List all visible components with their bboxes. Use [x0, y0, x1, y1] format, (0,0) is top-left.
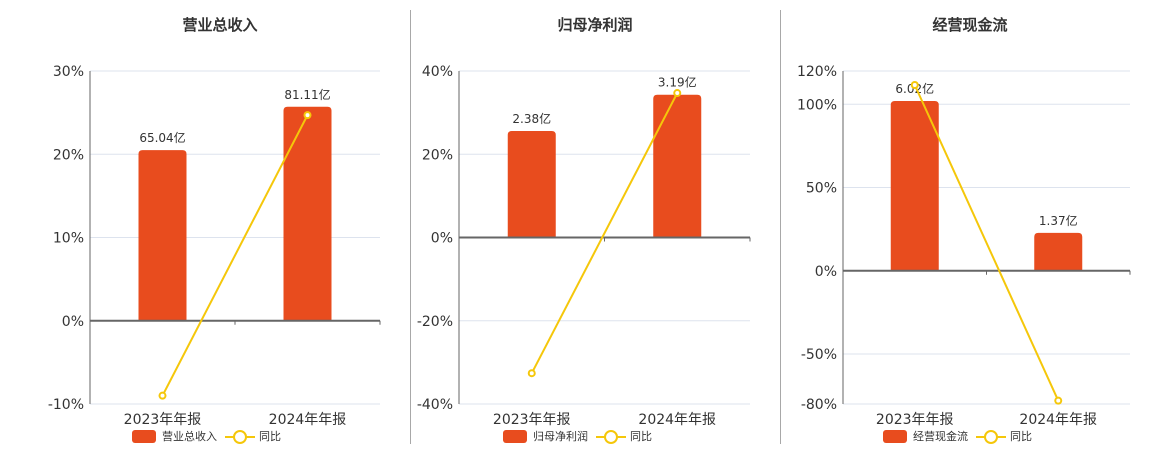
yoy-point[interactable] — [158, 391, 167, 400]
line-legend-label: 同比 — [259, 430, 281, 443]
y-tick-label: -10% — [48, 397, 84, 413]
legend: 营业总收入 同比 — [132, 428, 281, 444]
yoy-point[interactable] — [1054, 396, 1063, 405]
bar-legend-swatch[interactable] — [503, 429, 527, 443]
bar-value-label: 65.04亿 — [139, 130, 185, 145]
x-tick-label: 2023年年报 — [493, 412, 571, 428]
y-tick-label: -20% — [417, 314, 453, 330]
y-tick-label: -50% — [801, 347, 837, 363]
y-tick-label: 120% — [797, 64, 837, 80]
yoy-line — [530, 92, 679, 374]
bar-legend-label: 归母净利润 — [533, 430, 588, 443]
bar-legend-label: 经营现金流 — [913, 430, 968, 443]
x-tick-label: 2023年年报 — [124, 412, 202, 428]
bar-value-label: 81.11亿 — [284, 87, 330, 102]
y-tick-label: -40% — [417, 397, 453, 413]
yoy-point[interactable] — [303, 111, 312, 120]
bar[interactable] — [1034, 232, 1083, 271]
chart-title: 营业总收入 — [182, 16, 258, 34]
y-tick-label: 50% — [806, 181, 837, 197]
chart-panel-cashflow: 经营现金流 — [780, 0, 1160, 450]
yoy-point[interactable] — [673, 89, 682, 98]
panel-divider — [780, 10, 781, 444]
bar[interactable] — [138, 150, 187, 321]
x-tick-label: 2023年年报 — [876, 412, 954, 428]
y-tick-label: 20% — [53, 147, 84, 163]
y-tick-label: -80% — [801, 397, 837, 413]
legend: 经营现金流 同比 — [883, 428, 1032, 444]
yoy-line — [913, 84, 1060, 402]
bar[interactable] — [890, 100, 939, 271]
line-legend-symbol-icon[interactable] — [976, 429, 1006, 444]
bar[interactable] — [507, 130, 556, 238]
y-tick-label: 0% — [62, 314, 84, 330]
line-legend-label: 同比 — [1010, 430, 1032, 443]
bar[interactable] — [653, 94, 702, 238]
x-tick-label: 2024年年报 — [269, 412, 347, 428]
bar[interactable] — [283, 106, 332, 321]
chart-title: 归母净利润 — [557, 16, 633, 34]
line-legend-symbol-icon[interactable] — [225, 429, 255, 444]
yoy-point[interactable] — [527, 369, 536, 378]
y-tick-label: 0% — [431, 231, 453, 247]
panel-divider — [410, 10, 411, 444]
x-tick-label: 2024年年报 — [638, 412, 716, 428]
bar-legend-swatch[interactable] — [883, 429, 907, 443]
x-tick-label: 2024年年报 — [1019, 412, 1097, 428]
chart-panel-net-profit: 归母净利润 — [410, 0, 780, 450]
y-tick-label: 10% — [53, 231, 84, 247]
bar-value-label: 2.38亿 — [512, 111, 551, 126]
yoy-line — [161, 114, 309, 397]
bar-legend-swatch[interactable] — [132, 429, 156, 443]
line-legend-symbol-icon[interactable] — [596, 429, 626, 444]
y-tick-label: 30% — [53, 64, 84, 80]
legend: 归母净利润 同比 — [503, 428, 652, 444]
chart-title: 经营现金流 — [932, 16, 1008, 34]
yoy-point[interactable] — [910, 80, 919, 89]
y-tick-label: 40% — [422, 64, 453, 80]
y-tick-label: 20% — [422, 147, 453, 163]
chart-panel-revenue: 营业总收入 — [30, 0, 410, 450]
y-tick-label: 100% — [797, 97, 837, 113]
bar-value-label: 3.19亿 — [658, 75, 697, 90]
bar-legend-label: 营业总收入 — [162, 430, 217, 443]
y-tick-label: 0% — [815, 264, 837, 280]
line-legend-label: 同比 — [630, 430, 652, 443]
bar-value-label: 1.37亿 — [1039, 213, 1078, 228]
